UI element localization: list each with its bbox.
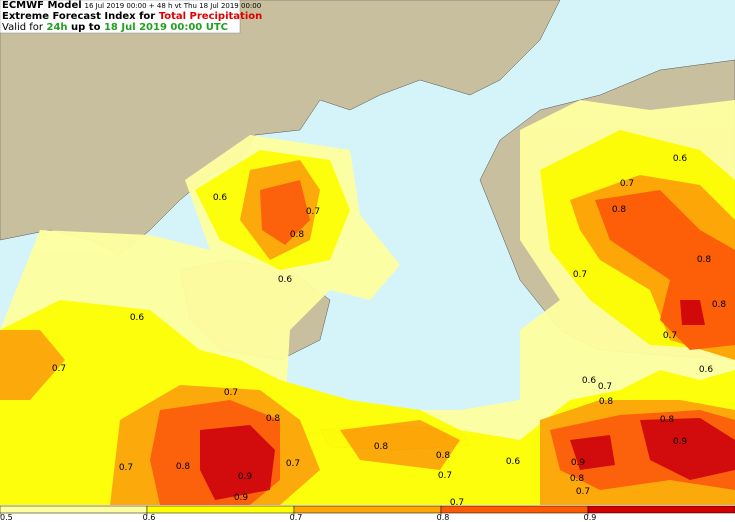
field-07-west	[0, 330, 65, 400]
contour-label: 0.8	[570, 474, 585, 484]
contour-label: 0.7	[663, 331, 677, 341]
contour-label: 0.9	[673, 437, 688, 447]
colorbar-segment	[440, 505, 589, 514]
contour-label: 0.7	[450, 498, 464, 508]
index-prefix: Extreme Forecast Index for	[2, 11, 155, 22]
contour-label: 0.8	[712, 300, 727, 310]
contour-label: 0.7	[576, 487, 590, 497]
colorbar-segment	[0, 505, 148, 514]
parameter: Total Precipitation	[159, 11, 263, 22]
colorbar-tick-label: 0.7	[290, 513, 303, 522]
colorbar-segment	[146, 505, 295, 514]
colorbar-tick-label: 0.6	[143, 513, 156, 522]
field-09-south	[200, 425, 275, 500]
header-box	[0, 0, 241, 34]
header-line-1: ECMWF Model 16 Jul 2019 00:00 + 48 h vt …	[2, 0, 261, 11]
contour-label: 0.8	[599, 397, 614, 407]
contour-labels: 0.60.60.60.60.60.60.60.70.70.70.70.70.7 0…	[52, 154, 727, 508]
contour-label: 0.7	[438, 471, 452, 481]
field-08-north	[260, 180, 310, 245]
contour-label: 0.6	[278, 275, 293, 285]
colorbar-tick-label: 0.5	[0, 513, 13, 522]
contour-label: 0.9	[238, 472, 253, 482]
contour-label: 0.6	[673, 154, 688, 164]
contour-label: 0.7	[573, 270, 587, 280]
contour-label: 0.7	[306, 207, 320, 217]
field-07-crete	[340, 420, 460, 470]
contour-label: 0.8	[290, 230, 305, 240]
field-09-se1	[570, 435, 615, 470]
contour-label: 0.7	[224, 388, 238, 398]
contour-label: 0.9	[571, 458, 586, 468]
colorbar: 0.5 0.6 0.7 0.8 0.9	[0, 505, 735, 522]
field-09-se2	[640, 418, 735, 480]
contour-label: 0.6	[506, 457, 521, 467]
contour-label: 0.7	[598, 382, 612, 392]
contour-label: 0.8	[374, 442, 389, 452]
contour-label: 0.6	[213, 193, 228, 203]
contour-label: 0.6	[699, 365, 714, 375]
valid-middle: up to	[71, 22, 101, 33]
contour-label: 0.8	[176, 462, 191, 472]
contour-label: 0.8	[697, 255, 712, 265]
colorbar-tick-label: 0.8	[437, 513, 450, 522]
contour-label: 0.7	[286, 459, 300, 469]
colorbar-segment	[293, 505, 442, 514]
header-line-3: Valid for 24h up to 18 Jul 2019 00:00 UT…	[2, 22, 228, 33]
contour-label: 0.8	[660, 415, 675, 425]
colorbar-tick-label: 0.9	[584, 513, 597, 522]
contour-label: 0.7	[620, 179, 634, 189]
contour-label: 0.6	[130, 313, 145, 323]
field-09-east	[680, 300, 705, 325]
contour-label: 0.7	[52, 364, 66, 374]
period: 24h	[47, 22, 68, 33]
model: ECMWF Model	[2, 0, 82, 11]
header-line-2: Extreme Forecast Index for Total Precipi…	[2, 11, 262, 22]
contour-label: 0.8	[436, 451, 451, 461]
contour-label: 0.6	[582, 376, 597, 386]
valid-prefix: Valid for	[2, 22, 44, 33]
contour-label: 0.9	[234, 493, 249, 503]
contour-label: 0.7	[119, 463, 133, 473]
contour-label: 0.8	[266, 414, 281, 424]
contour-label: 0.8	[612, 205, 627, 215]
run: 16 Jul 2019 00:00 + 48 h vt Thu 18 Jul 2…	[85, 2, 262, 10]
valid-time: 18 Jul 2019 00:00 UTC	[104, 22, 228, 33]
colorbar-segment	[587, 505, 735, 514]
efi-fields	[0, 100, 735, 505]
